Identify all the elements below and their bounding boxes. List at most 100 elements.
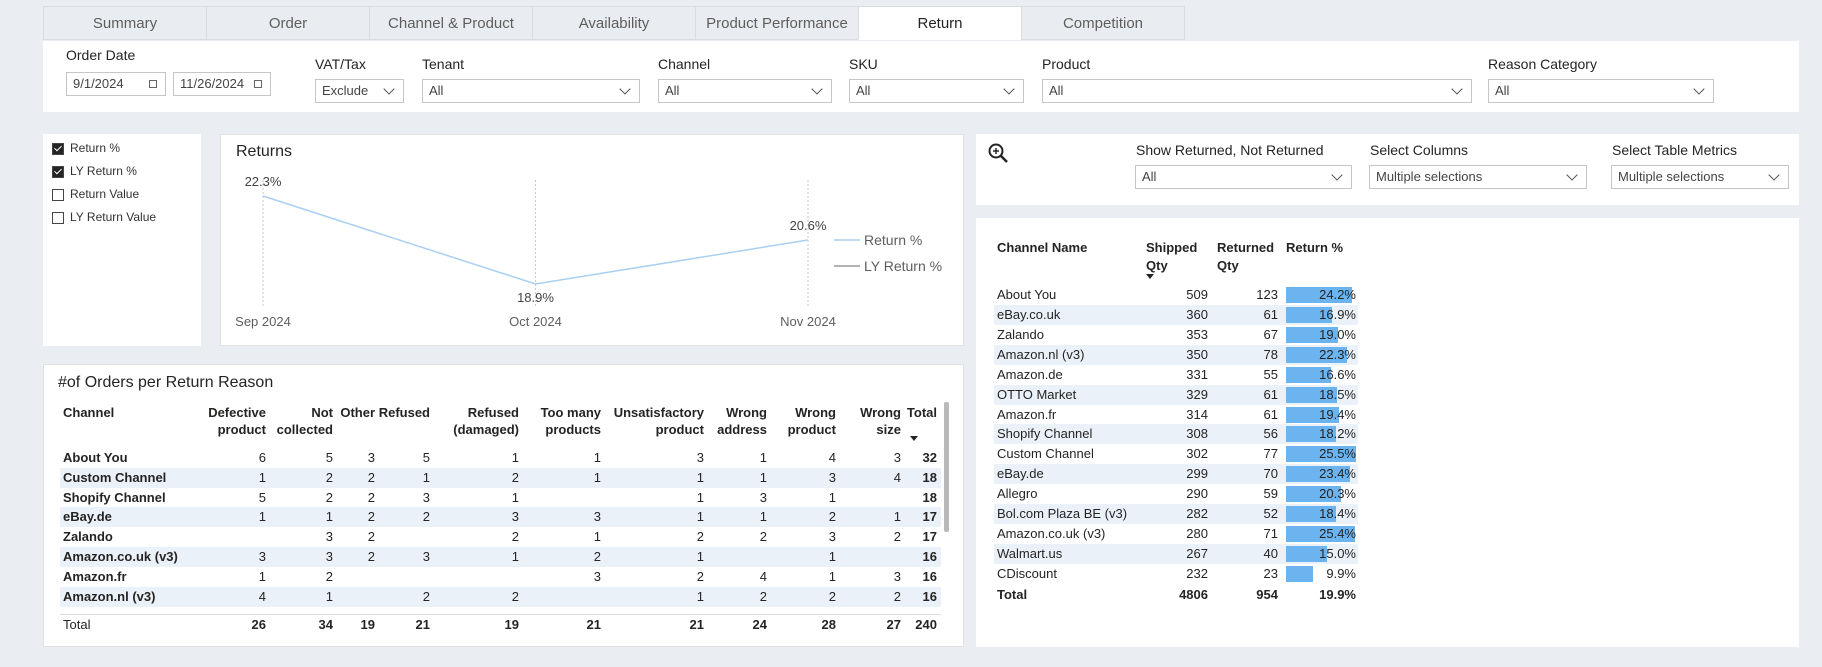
total-cell: 19: [504, 617, 519, 632]
row-band: [994, 424, 1358, 445]
table-cell: About You: [63, 450, 128, 465]
dropdown[interactable]: All: [422, 79, 640, 103]
legend-label: LY Return %: [864, 258, 942, 274]
table-cell: 3: [367, 450, 375, 465]
total-cell: 21: [415, 617, 430, 632]
tab[interactable]: Product Performance: [695, 6, 859, 40]
table-cell: Shopify Channel: [63, 489, 166, 505]
table-cell: 3: [593, 509, 601, 525]
table-cell: 16: [922, 549, 937, 564]
table-cell: 360: [1186, 306, 1208, 322]
slicer-label: Select Table Metrics: [1612, 142, 1738, 158]
table-cell: 20.3%: [1319, 486, 1356, 502]
dropdown[interactable]: All: [1042, 79, 1472, 103]
table-cell: 2: [511, 588, 519, 604]
data-bar: [1286, 486, 1342, 503]
search-icon[interactable]: [987, 142, 1009, 164]
dropdown[interactable]: All: [849, 79, 1024, 103]
dropdown[interactable]: Multiple selections: [1369, 165, 1587, 189]
column-header: Shipped: [1146, 240, 1198, 255]
tab[interactable]: Order: [206, 6, 370, 40]
table-cell: 9.9%: [1326, 565, 1356, 581]
row-band: [60, 507, 941, 528]
tab[interactable]: Availability: [532, 6, 696, 40]
date-box[interactable]: 9/1/2024: [66, 72, 166, 96]
table-cell: 3: [325, 529, 333, 545]
row-band: [994, 304, 1358, 325]
calendar-icon: [149, 80, 157, 88]
toggle-label[interactable]: Return Value: [70, 187, 140, 201]
date-value: 11/26/2024: [180, 76, 245, 91]
scrollbar[interactable]: [944, 402, 949, 532]
table-cell: 18: [922, 469, 937, 485]
table-cell: 3: [893, 450, 901, 465]
series-line: [262, 195, 809, 285]
row-band: [994, 464, 1358, 485]
filter-label: SKU: [849, 56, 878, 72]
calendar-icon: [254, 80, 262, 88]
total-cell: 240: [915, 617, 937, 632]
table-cell: 2: [759, 588, 767, 604]
toggle-label[interactable]: LY Return %: [70, 164, 137, 178]
table-cell: Zalando: [997, 326, 1044, 342]
column-header: Wrong: [795, 405, 836, 420]
table-cell: 314: [1186, 406, 1208, 422]
filter-label: Order Date: [66, 47, 136, 63]
toggle-label[interactable]: LY Return Value: [70, 210, 157, 224]
chevron: [1003, 83, 1015, 95]
tab[interactable]: Summary: [43, 6, 207, 40]
column-header: collected: [276, 422, 333, 437]
table-cell: 280: [1186, 526, 1208, 542]
table-cell: Amazon.fr: [63, 568, 127, 584]
table-cell: 15.0%: [1319, 545, 1356, 561]
column-header: Channel Name: [997, 240, 1088, 255]
check: [54, 166, 62, 175]
tab[interactable]: Return: [858, 6, 1022, 40]
dropdown-value: Multiple selections: [1376, 169, 1483, 184]
dropdown[interactable]: Exclude: [315, 79, 404, 103]
table-cell: 16.6%: [1319, 366, 1356, 382]
table-cell: 3: [696, 450, 704, 465]
dropdown[interactable]: Multiple selections: [1611, 165, 1789, 189]
table-cell: 4: [893, 469, 901, 485]
dropdown[interactable]: All: [658, 79, 832, 103]
checkbox[interactable]: [52, 189, 64, 201]
date-box[interactable]: 11/26/2024: [173, 72, 271, 96]
dropdown[interactable]: All: [1488, 79, 1714, 103]
tab[interactable]: Competition: [1021, 6, 1185, 40]
data-bar: [1286, 545, 1327, 562]
table-cell: 4: [759, 568, 767, 584]
column-header: Other: [340, 405, 375, 420]
table-cell: 232: [1186, 565, 1208, 581]
column-header: Refused: [467, 405, 519, 420]
table-cell: 1: [759, 509, 767, 525]
total-cell: 24: [752, 617, 767, 632]
table-cell: 1: [511, 549, 519, 564]
x-tick-label: Oct 2024: [509, 314, 562, 329]
table-cell: 61: [1263, 386, 1278, 402]
table-cell: 3: [893, 568, 901, 584]
data-bar: [1286, 326, 1338, 343]
checkbox[interactable]: [52, 212, 64, 224]
table-cell: 1: [696, 489, 704, 505]
data-bar: [1286, 287, 1353, 303]
checkbox[interactable]: [52, 143, 64, 155]
total-cell: 19.9%: [1319, 587, 1356, 602]
filter-label: Reason Category: [1488, 56, 1597, 72]
column-header: product: [787, 422, 836, 437]
dropdown[interactable]: All: [1135, 165, 1352, 189]
toggle-label[interactable]: Return %: [70, 141, 121, 155]
table-cell: 3: [593, 568, 601, 584]
slicer-label: Select Columns: [1370, 142, 1469, 158]
row-band: [60, 547, 941, 567]
total-cell: Total: [63, 617, 91, 632]
table-cell: 2: [367, 469, 375, 485]
table-cell: 2: [367, 509, 375, 525]
checkbox[interactable]: [52, 166, 64, 178]
table-cell: 17: [922, 529, 937, 545]
legend-label: Return %: [864, 232, 922, 248]
tab[interactable]: Channel & Product: [369, 6, 533, 40]
table-cell: 16: [922, 588, 937, 604]
table-cell: 1: [593, 450, 601, 465]
